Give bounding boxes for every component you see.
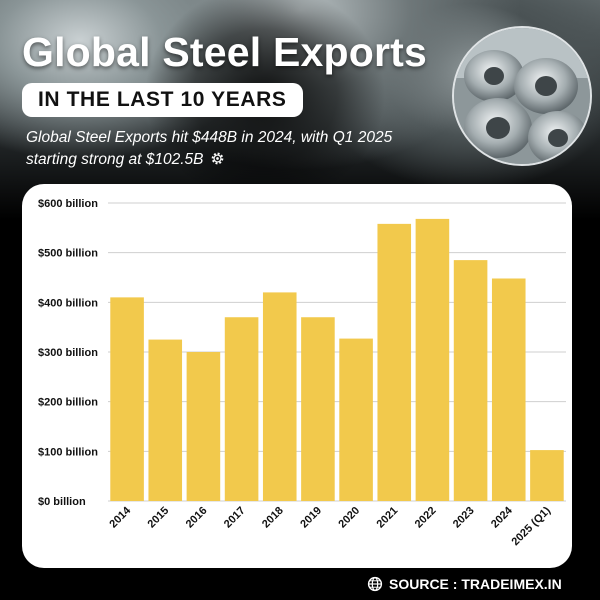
- y-tick-label: $600 billion: [38, 198, 98, 210]
- x-tick-label: 2018: [260, 505, 286, 531]
- bar: [110, 297, 144, 501]
- x-tick-label: 2016: [184, 505, 210, 531]
- x-tick-label: 2020: [336, 505, 362, 531]
- y-tick-label: $500 billion: [38, 248, 98, 260]
- x-tick-label: 2022: [413, 505, 439, 531]
- bar: [453, 260, 488, 501]
- subtitle-badge: IN THE LAST 10 YEARS: [22, 83, 303, 117]
- page-title: Global Steel Exports: [22, 29, 427, 75]
- bar: [301, 317, 335, 501]
- y-tick-label: $200 billion: [38, 397, 98, 409]
- bar: [224, 317, 259, 501]
- source-credit: SOURCE : TRADEIMEX.IN: [367, 574, 562, 594]
- globe-icon: [367, 576, 383, 592]
- x-tick-label: 2017: [222, 505, 248, 531]
- chart-card: $0 billion $100 billion $200 billion $300 b…: [22, 184, 572, 568]
- x-tick-label: 2019: [298, 505, 324, 531]
- gear-icon: [211, 152, 223, 165]
- y-tick-label: $0 billion: [38, 496, 86, 508]
- steel-coils-illustration: [454, 28, 590, 164]
- y-tick-label: $400 billion: [38, 297, 98, 309]
- y-tick-label: $100 billion: [38, 446, 98, 458]
- bar: [415, 218, 450, 501]
- source-text: SOURCE : TRADEIMEX.IN: [389, 576, 562, 592]
- x-tick-label: 2023: [451, 505, 477, 531]
- x-tick-label: 2015: [146, 505, 172, 531]
- x-tick-label: 2021: [375, 505, 401, 531]
- bar: [339, 338, 373, 501]
- x-tick-label: 2024: [489, 504, 515, 530]
- bar-chart: $0 billion $100 billion $200 billion $300 b…: [38, 198, 566, 548]
- steel-coils-photo: [452, 26, 592, 166]
- x-tick-label: 2014: [107, 504, 133, 530]
- tagline-text: Global Steel Exports hit $448B in 2024, …: [26, 129, 393, 168]
- bar: [491, 278, 526, 501]
- bar: [148, 339, 183, 501]
- bar: [186, 352, 221, 501]
- tagline: Global Steel Exports hit $448B in 2024, …: [26, 127, 426, 171]
- bar: [262, 292, 297, 501]
- bar: [377, 223, 412, 502]
- y-tick-label: $300 billion: [38, 347, 98, 359]
- x-tick-label: 2025 (Q1): [510, 504, 554, 548]
- subtitle-text: IN THE LAST 10 YEARS: [38, 88, 287, 111]
- bar: [530, 450, 564, 501]
